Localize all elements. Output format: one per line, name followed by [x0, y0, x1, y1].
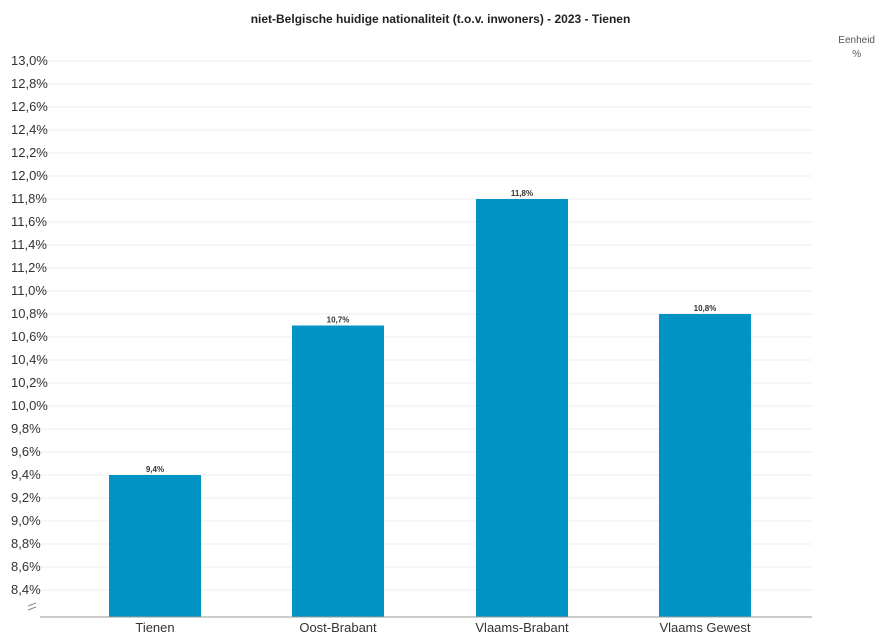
y-tick-label: 9,0% — [11, 513, 41, 528]
y-tick-label: 10,4% — [11, 352, 48, 367]
y-tick-label: 8,6% — [11, 559, 41, 574]
y-tick-label: 9,2% — [11, 490, 41, 505]
y-tick-label: 9,4% — [11, 467, 41, 482]
y-tick-label: 12,0% — [11, 168, 48, 183]
chart-title: niet-Belgische huidige nationaliteit (t.… — [250, 12, 631, 26]
y-tick-label: 9,6% — [11, 444, 41, 459]
data-labels: 9,4% 10,7% 11,8% 10,8% — [146, 189, 716, 474]
y-tick-label: 12,8% — [11, 76, 48, 91]
data-label: 9,4% — [146, 465, 164, 474]
y-tick-label: 10,8% — [11, 306, 48, 321]
y-tick-label: 12,6% — [11, 99, 48, 114]
x-category-label: Oost-Brabant — [299, 620, 377, 635]
y-tick-label: 8,4% — [11, 582, 41, 597]
y-tick-label: 11,8% — [11, 191, 47, 206]
data-label: 10,8% — [694, 304, 717, 313]
unit-value: % — [852, 49, 862, 60]
unit-label: Eenheid — [838, 35, 875, 46]
x-category-label: Tienen — [135, 620, 174, 635]
x-axis-labels: Tienen Oost-Brabant Vlaams-Brabant Vlaams G… — [135, 620, 751, 635]
y-tick-label: 13,0% — [11, 53, 48, 68]
y-tick-label: 11,2% — [11, 260, 47, 275]
bars — [109, 199, 751, 617]
unit-box: Eenheid % — [838, 34, 875, 62]
bar[interactable] — [292, 325, 384, 618]
y-axis-ticks: 8,4% 8,6% 8,8% 9,0% 9,2% 9,4% 9,6% 9,8% 10,0% 10,… — [11, 53, 48, 597]
data-label: 11,8% — [511, 189, 533, 198]
y-tick-label: 8,8% — [11, 536, 41, 551]
y-tick-label: 10,6% — [11, 329, 48, 344]
y-tick-label: 11,0% — [11, 283, 47, 298]
axis-break-icon — [27, 602, 37, 611]
bar[interactable] — [659, 314, 751, 617]
y-tick-label: 12,4% — [11, 122, 48, 137]
bar[interactable] — [476, 199, 568, 617]
y-tick-label: 11,4% — [11, 237, 47, 252]
x-category-label: Vlaams-Brabant — [475, 620, 569, 635]
data-label: 10,7% — [327, 316, 350, 325]
y-tick-label: 11,6% — [11, 214, 47, 229]
y-tick-label: 9,8% — [11, 421, 41, 436]
y-tick-label: 12,2% — [11, 145, 48, 160]
x-category-label: Vlaams Gewest — [659, 620, 750, 635]
y-tick-label: 10,2% — [11, 375, 48, 390]
y-tick-label: 10,0% — [11, 398, 48, 413]
bar[interactable] — [109, 475, 201, 617]
